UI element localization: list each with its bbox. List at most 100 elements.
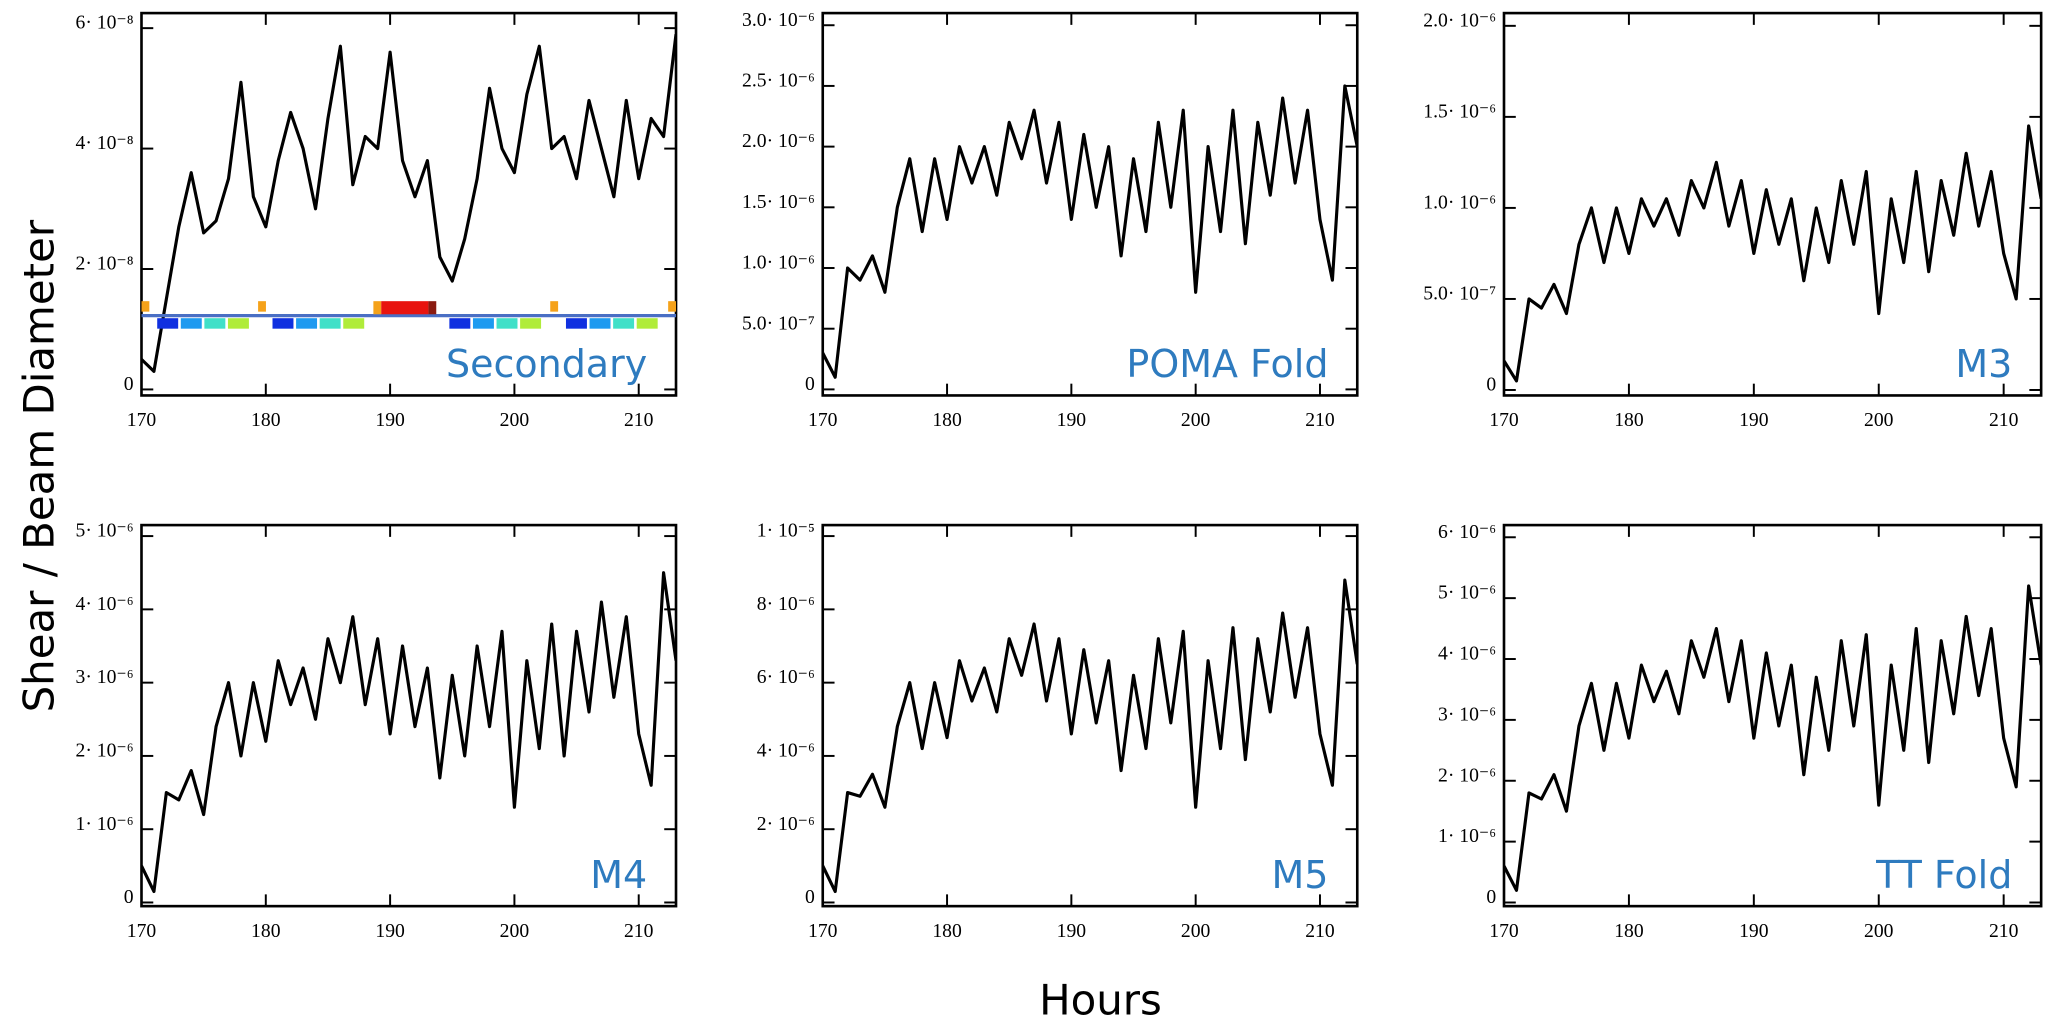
y-tick-label: 2.0· 10⁻⁶ bbox=[1423, 9, 1496, 31]
y-tick-label: 0 bbox=[1486, 886, 1496, 908]
x-tick-label: 190 bbox=[1739, 920, 1769, 942]
x-tick-label: 210 bbox=[1989, 409, 2019, 431]
strip-cycle bbox=[157, 318, 249, 329]
panel: 0 5.0· 10⁻⁷ 1.0· 10⁻⁶ 1.5· 10⁻⁶ 2.0· 10⁻⁶ 2.5… bbox=[742, 9, 1359, 431]
strip-block bbox=[343, 318, 365, 329]
strip-cycle bbox=[449, 318, 542, 329]
strip-block bbox=[227, 318, 249, 329]
y-tick-label: 4· 10⁻⁸ bbox=[76, 132, 134, 154]
x-tick-label: 170 bbox=[127, 409, 157, 431]
x-tick-label: 190 bbox=[1057, 920, 1087, 942]
strip-block bbox=[180, 318, 202, 329]
y-tick-label: 4· 10⁻⁶ bbox=[1438, 643, 1496, 665]
y-tick-label: 3.0· 10⁻⁶ bbox=[742, 9, 815, 31]
strip-block bbox=[141, 301, 150, 312]
strip-block bbox=[449, 318, 471, 329]
y-tick-label: 0 bbox=[805, 886, 815, 908]
y-tick-label: 3· 10⁻⁶ bbox=[1438, 703, 1496, 725]
y-tick-label: 5· 10⁻⁶ bbox=[76, 520, 134, 542]
y-axis-label: Shear / Beam Diameter bbox=[14, 219, 63, 712]
panel: 0 1· 10⁻⁶ 2· 10⁻⁶ 3· 10⁻⁶ 4· 10⁻⁶ 5· 10⁻⁶ 6· 1… bbox=[1438, 521, 2043, 942]
strip-block bbox=[565, 318, 587, 329]
x-tick-label: 200 bbox=[1181, 409, 1211, 431]
y-tick-label: 4· 10⁻⁶ bbox=[76, 593, 134, 615]
x-tick-label: 210 bbox=[624, 920, 654, 942]
data-line bbox=[1503, 124, 2042, 383]
y-tick-label: 0 bbox=[1486, 374, 1496, 396]
strip-block bbox=[520, 318, 542, 329]
panel-title: POMA Fold bbox=[1126, 342, 1328, 386]
strip-block bbox=[613, 318, 635, 329]
strip-block bbox=[258, 301, 266, 312]
panel-title: M5 bbox=[1272, 853, 1329, 897]
x-tick-label: 200 bbox=[500, 920, 530, 942]
y-tick-label: 4· 10⁻⁶ bbox=[757, 739, 815, 761]
data-line bbox=[141, 571, 677, 894]
strip-cycle bbox=[565, 318, 658, 329]
plot-area bbox=[141, 571, 677, 894]
x-tick-label: 170 bbox=[127, 920, 157, 942]
y-tick-label: 5.0· 10⁻⁷ bbox=[1423, 283, 1496, 305]
x-tick-label: 170 bbox=[808, 409, 838, 431]
plot-frame bbox=[1502, 523, 2043, 908]
y-tick-label: 0 bbox=[805, 373, 815, 395]
y-tick-label: 1.0· 10⁻⁶ bbox=[742, 252, 815, 274]
x-tick-label: 180 bbox=[1614, 920, 1644, 942]
y-tick-label: 5· 10⁻⁶ bbox=[1438, 582, 1496, 604]
panel-title: M4 bbox=[590, 853, 647, 897]
x-tick-label: 180 bbox=[932, 920, 962, 942]
x-tick-label: 180 bbox=[932, 409, 962, 431]
plot-frame bbox=[821, 523, 1359, 908]
x-tick-label: 200 bbox=[1181, 920, 1211, 942]
y-tick-label: 0 bbox=[124, 886, 134, 908]
panel: 0 2· 10⁻⁸ 4· 10⁻⁸ 6· 10⁻⁸ 170 180 190 200 210 bbox=[76, 12, 678, 431]
strip-block bbox=[550, 301, 559, 312]
x-tick-label: 200 bbox=[1864, 409, 1894, 431]
strip-block bbox=[319, 318, 341, 329]
y-tick-label: 2.5· 10⁻⁶ bbox=[742, 70, 815, 92]
panel: 0 2· 10⁻⁶ 4· 10⁻⁶ 6· 10⁻⁶ 8· 10⁻⁶ 1· 10⁻⁵ 170 1… bbox=[757, 520, 1359, 942]
plot-area bbox=[822, 84, 1358, 379]
data-line bbox=[822, 578, 1358, 894]
y-tick-label: 1.5· 10⁻⁶ bbox=[1423, 100, 1496, 122]
strip-block bbox=[496, 318, 518, 329]
x-axis-label: Hours bbox=[1039, 976, 1162, 1024]
y-tick-label: 6· 10⁻⁶ bbox=[757, 666, 815, 688]
strip-block bbox=[272, 318, 294, 329]
state-strip bbox=[141, 301, 677, 329]
y-tick-label: 2· 10⁻⁶ bbox=[76, 739, 134, 761]
strip-cycle bbox=[272, 318, 365, 329]
panel-title: Secondary bbox=[446, 342, 647, 386]
y-tick-label: 8· 10⁻⁶ bbox=[757, 593, 815, 615]
plot-area bbox=[822, 578, 1358, 894]
y-tick-label: 2· 10⁻⁸ bbox=[76, 253, 134, 275]
y-tick-label: 2· 10⁻⁶ bbox=[1438, 764, 1496, 786]
x-tick-label: 190 bbox=[1057, 409, 1087, 431]
plot-area bbox=[1503, 584, 2042, 892]
panel: 0 5.0· 10⁻⁷ 1.0· 10⁻⁶ 1.5· 10⁻⁶ 2.0· 10⁻⁶ 170… bbox=[1423, 9, 2043, 431]
x-tick-label: 190 bbox=[375, 920, 405, 942]
x-tick-label: 180 bbox=[251, 409, 281, 431]
panel: 0 1· 10⁻⁶ 2· 10⁻⁶ 3· 10⁻⁶ 4· 10⁻⁶ 5· 10⁻⁶ 170 1… bbox=[76, 520, 678, 942]
y-tick-label: 1.0· 10⁻⁶ bbox=[1423, 191, 1496, 213]
y-tick-label: 2· 10⁻⁶ bbox=[757, 813, 815, 835]
x-tick-label: 190 bbox=[375, 409, 405, 431]
y-tick-label: 1· 10⁻⁶ bbox=[76, 813, 134, 835]
y-tick-label: 1· 10⁻⁵ bbox=[757, 520, 815, 542]
strip-block bbox=[381, 301, 429, 315]
strip-block bbox=[204, 318, 226, 329]
x-tick-label: 190 bbox=[1739, 409, 1769, 431]
y-tick-label: 1.5· 10⁻⁶ bbox=[742, 191, 815, 213]
x-tick-label: 210 bbox=[1989, 920, 2019, 942]
strip-block bbox=[472, 318, 494, 329]
y-tick-label: 5.0· 10⁻⁷ bbox=[742, 312, 815, 334]
strip-block bbox=[157, 318, 179, 329]
y-tick-label: 2.0· 10⁻⁶ bbox=[742, 130, 815, 152]
x-tick-label: 210 bbox=[624, 409, 654, 431]
strip-block bbox=[636, 318, 658, 329]
y-tick-label: 0 bbox=[124, 373, 134, 395]
plot-area bbox=[141, 33, 677, 373]
plot-frame bbox=[821, 11, 1359, 397]
